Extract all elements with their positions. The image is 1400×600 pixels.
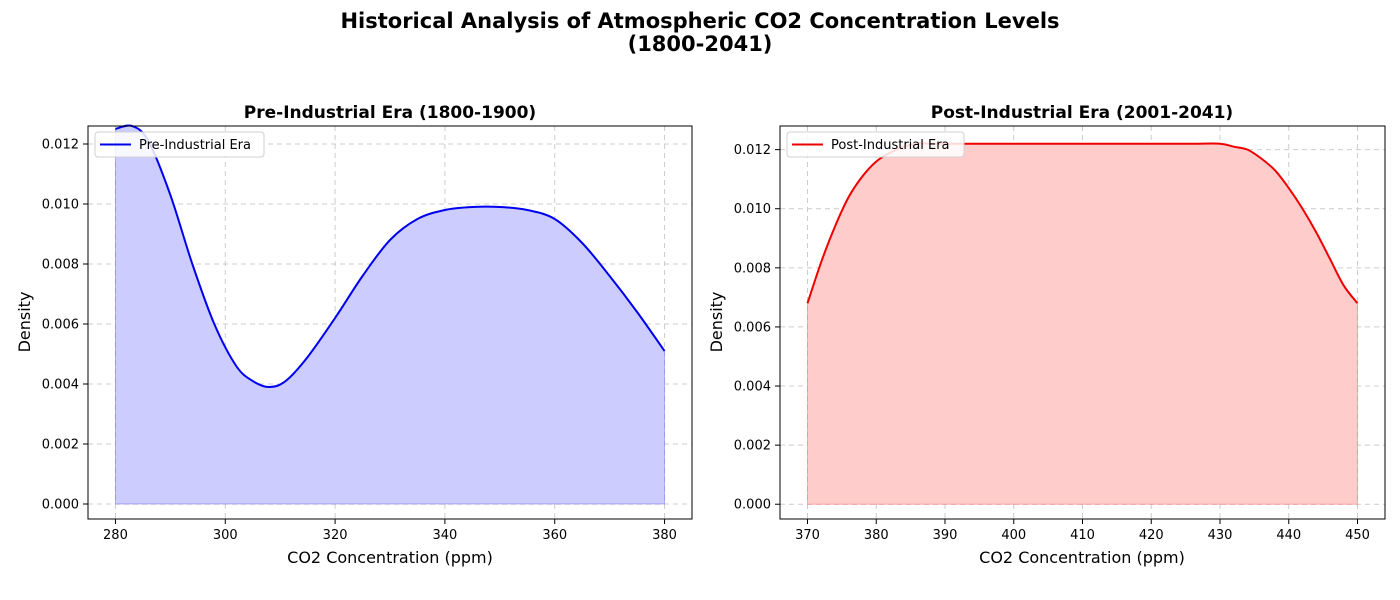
series-line [806,142,1359,304]
legend-label: Pre-Industrial Era [139,138,251,153]
x-tick-label: 280 [103,528,128,543]
x-tick-label: 320 [323,528,348,543]
figure-title-line2: (1800-2041) [628,32,773,56]
y-axis-label: Density [15,292,34,353]
y-tick-label: 0.002 [734,439,771,454]
y-tick-label: 0.006 [42,318,79,333]
x-tick-label: 410 [1070,528,1095,543]
y-tick-label: 0.008 [42,258,79,273]
x-tick-label: 390 [933,528,958,543]
legend-box [786,131,965,158]
plot-frame [87,125,693,520]
x-axis-label: CO2 Concentration (ppm) [979,548,1185,567]
panel-post-industrial: Post-Industrial Era (2001-2041) 370 380 39… [707,103,1386,567]
x-tick-label: 420 [1139,528,1164,543]
x-tick-label: 380 [652,528,677,543]
y-tick-label: 0.010 [42,198,79,213]
series-line [115,124,666,389]
plot-frame [779,125,1386,520]
series-area [807,143,1358,505]
x-tick-label: 380 [864,528,889,543]
legend: Post-Industrial Era [786,131,965,158]
y-tick-label: 0.004 [42,378,79,393]
panel-title: Post-Industrial Era (2001-2041) [931,103,1233,123]
y-tick-label: 0.000 [734,498,771,513]
legend: Pre-Industrial Era [94,131,265,158]
legend-label: Post-Industrial Era [831,138,950,153]
legend-box [94,131,265,158]
panel-pre-industrial: Pre-Industrial Era (1800-1900) 280 300 320… [15,103,693,567]
y-tick-label: 0.002 [42,438,79,453]
y-tick-label: 0.008 [734,261,771,276]
x-tick-label: 300 [213,528,238,543]
x-tick-label: 440 [1276,528,1301,543]
y-axis-label: Density [707,292,726,353]
x-tick-label: 360 [542,528,567,543]
x-tick-label: 340 [432,528,457,543]
x-tick-label: 430 [1208,528,1233,543]
x-tick-label: 370 [795,528,820,543]
y-tick-label: 0.004 [734,380,771,395]
x-axis-label: CO2 Concentration (ppm) [287,548,493,567]
y-tick-label: 0.010 [734,202,771,217]
series-area [114,125,666,505]
x-tick-label: 400 [1001,528,1026,543]
panel-title: Pre-Industrial Era (1800-1900) [244,103,536,123]
y-tick-label: 0.012 [734,143,771,158]
y-tick-label: 0.006 [734,320,771,335]
y-tick-label: 0.000 [42,498,79,513]
figure-title-line1: Historical Analysis of Atmospheric CO2 C… [340,9,1059,33]
y-tick-label: 0.012 [42,138,79,153]
x-tick-label: 450 [1345,528,1370,543]
